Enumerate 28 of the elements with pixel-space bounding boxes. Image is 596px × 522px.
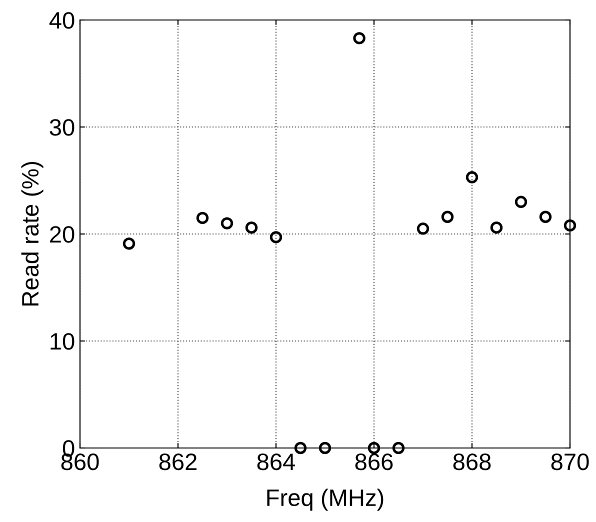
point [564,219,576,232]
point [245,221,258,234]
point [220,217,234,230]
point [196,212,209,224]
point [122,238,136,250]
y-tick-label: 20 [50,226,74,243]
x-tick-label: 864 [257,453,296,470]
y-axis-title: Read rate (%) [21,162,44,306]
point [318,442,332,454]
point [539,210,552,223]
x-axis-title: Freq (MHz) [267,488,384,511]
y-tick-label: 40 [49,12,74,29]
x-tick-label: 866 [355,453,393,470]
point [392,442,405,454]
point [490,221,503,234]
y-tick-label: 10 [50,333,74,350]
point [514,196,528,208]
x-tick-label: 870 [551,453,589,470]
point [353,32,366,44]
y-tick-label: 30 [50,119,74,136]
point [368,442,380,454]
point [270,231,282,244]
point [416,222,430,235]
point [294,442,307,454]
x-tick-label: 868 [453,453,491,470]
x-tick-label: 862 [159,453,197,470]
point [466,171,478,184]
point [441,210,454,223]
